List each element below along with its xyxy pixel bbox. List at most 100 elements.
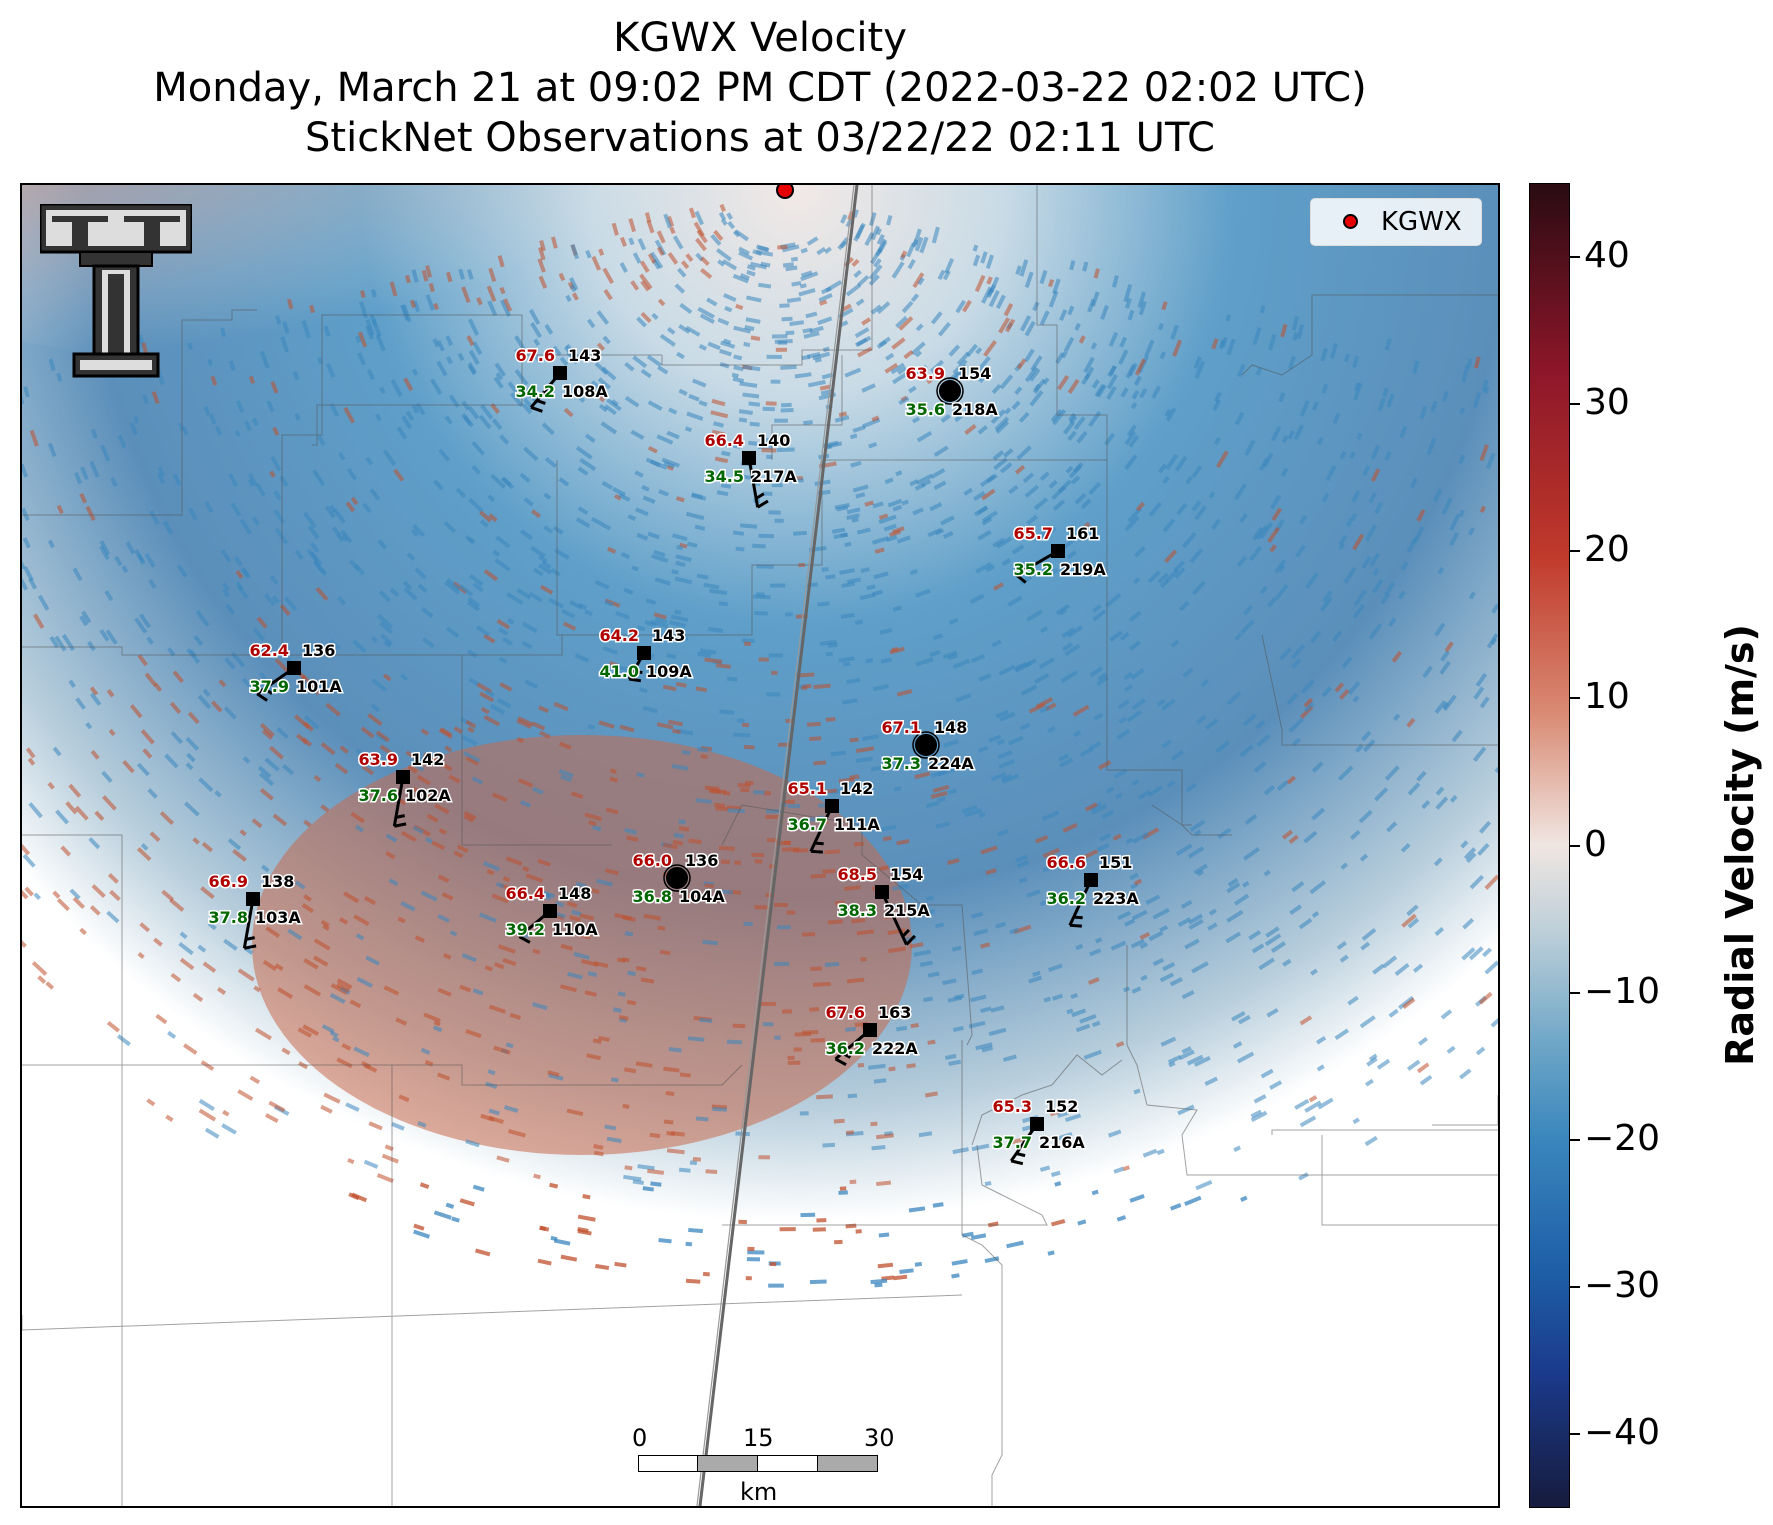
radar-gate xyxy=(930,468,946,479)
radar-gate xyxy=(1173,560,1186,573)
radar-gate xyxy=(1008,484,1019,495)
radar-gate xyxy=(884,362,899,374)
radar-gate xyxy=(1130,401,1138,410)
wind-barb-flag xyxy=(256,692,268,702)
radar-gate xyxy=(493,1045,511,1055)
radar-gate xyxy=(647,253,657,264)
map-panel[interactable]: 67.6 34.2 143 108A 63.9 35.6 154 218A 66.4 34.5 14… xyxy=(20,183,1500,1508)
radar-gate xyxy=(975,347,983,355)
wind-barb-flag xyxy=(245,936,256,941)
radar-gate xyxy=(586,318,596,329)
colorbar-tick-label: 30 xyxy=(1584,381,1630,423)
radar-gate xyxy=(486,868,495,876)
radar-gate xyxy=(230,651,246,668)
radar-gate xyxy=(1232,1041,1243,1049)
radar-gate xyxy=(533,567,544,577)
radar-gate xyxy=(575,446,593,460)
radar-gate xyxy=(983,339,997,357)
radar-gate xyxy=(1491,603,1498,614)
radar-gate xyxy=(370,703,381,713)
radar-gate xyxy=(1226,691,1242,706)
radar-gate xyxy=(891,261,905,279)
radar-gate xyxy=(1311,761,1324,773)
radar-gate xyxy=(499,682,513,692)
radar-gate xyxy=(670,1131,685,1137)
radar-gate xyxy=(782,1009,793,1014)
radar-gate xyxy=(659,949,671,956)
radar-gate xyxy=(1290,644,1306,660)
radar-gate xyxy=(609,661,620,669)
radar-gate xyxy=(1068,464,1083,479)
radar-gate xyxy=(1359,1015,1376,1029)
radar-gate xyxy=(1208,908,1217,916)
radar-gate xyxy=(990,409,1006,425)
radar-gate xyxy=(1133,1088,1141,1095)
radar-gate xyxy=(955,299,966,314)
radar-gate xyxy=(624,361,635,372)
radar-gate xyxy=(336,982,350,993)
radar-gate xyxy=(895,315,908,329)
radar-gate xyxy=(461,953,477,963)
radar-gate xyxy=(1220,336,1228,348)
radar-gate xyxy=(668,407,678,415)
radar-gate xyxy=(727,220,736,230)
radar-gate xyxy=(707,626,724,633)
station-dewpoint: 41.0 xyxy=(600,662,639,681)
radar-gate xyxy=(849,1179,857,1185)
radar-gate xyxy=(159,811,175,826)
radar-gate xyxy=(336,978,353,990)
radar-gate xyxy=(1311,807,1326,821)
colorbar-tick-label: −20 xyxy=(1584,1117,1660,1159)
radar-gate xyxy=(637,1164,655,1171)
radar-gate xyxy=(136,553,146,565)
radar-gate xyxy=(528,309,541,325)
radar-gate xyxy=(448,394,460,408)
radar-gate xyxy=(916,473,933,485)
station-pressure: 161 xyxy=(1066,524,1099,543)
radar-gate xyxy=(1171,749,1185,761)
radar-gate xyxy=(25,747,36,759)
radar-gate xyxy=(735,1131,750,1137)
radar-gate xyxy=(1028,702,1046,714)
radar-gate xyxy=(270,455,282,472)
kgwx-radar-site[interactable] xyxy=(776,185,794,199)
radar-gate xyxy=(234,429,241,438)
radar-gate xyxy=(1033,673,1050,684)
radar-gate xyxy=(294,880,306,890)
radar-gate xyxy=(1393,713,1401,722)
radar-gate xyxy=(216,986,227,995)
station-id: 102A xyxy=(405,786,451,805)
radar-gate xyxy=(614,1261,627,1268)
radar-gate xyxy=(385,851,396,860)
radar-gate xyxy=(494,558,511,572)
radar-gate xyxy=(1159,351,1167,360)
radar-gate xyxy=(841,698,858,705)
radar-gate xyxy=(581,959,599,967)
radar-gate xyxy=(1123,284,1133,303)
radar-gate xyxy=(1071,1008,1087,1018)
radar-gate xyxy=(537,555,548,564)
radar-gate xyxy=(611,222,619,236)
radar-gate xyxy=(22,853,36,868)
station-marker-circle xyxy=(939,380,961,402)
radar-gate xyxy=(1127,309,1135,321)
radar-gate xyxy=(933,480,947,490)
radar-gate xyxy=(720,859,730,865)
radar-gate xyxy=(1391,650,1403,663)
